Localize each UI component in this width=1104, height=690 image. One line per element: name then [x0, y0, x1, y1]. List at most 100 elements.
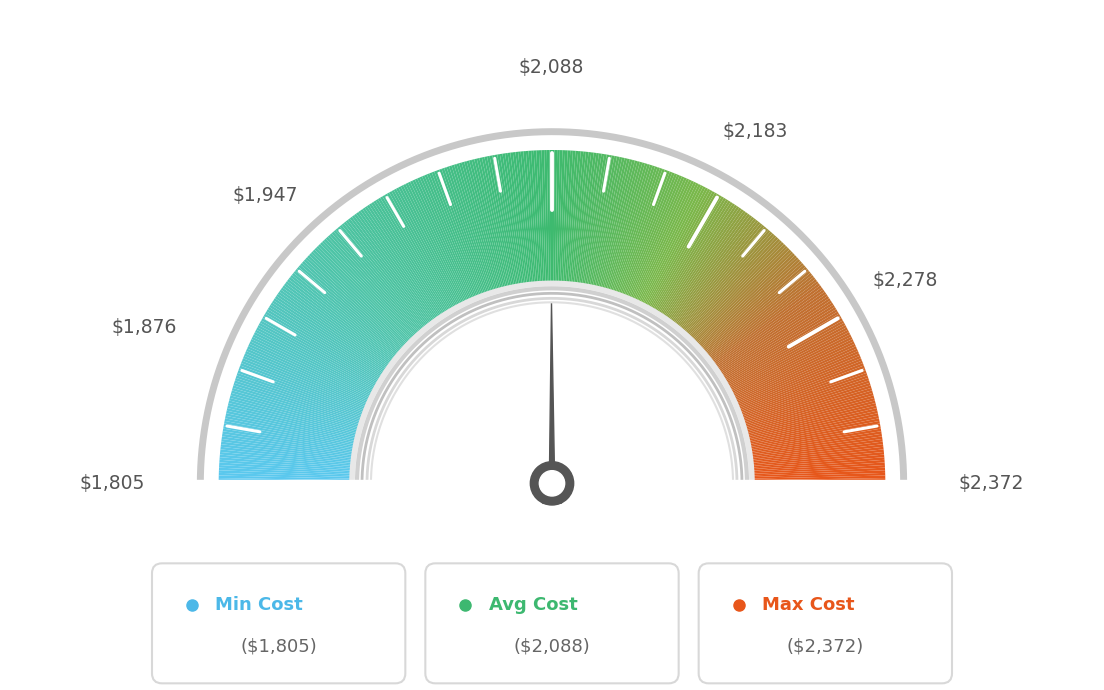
Wedge shape	[648, 191, 715, 309]
Wedge shape	[638, 183, 699, 304]
Wedge shape	[737, 361, 863, 411]
Wedge shape	[369, 204, 444, 316]
Wedge shape	[723, 311, 839, 382]
Wedge shape	[231, 391, 360, 429]
Wedge shape	[744, 393, 873, 431]
Wedge shape	[751, 442, 883, 460]
Wedge shape	[602, 161, 637, 290]
Wedge shape	[449, 166, 491, 293]
Wedge shape	[444, 167, 489, 294]
Wedge shape	[223, 428, 354, 452]
Wedge shape	[221, 444, 353, 462]
Wedge shape	[526, 151, 538, 284]
Wedge shape	[709, 277, 816, 361]
Wedge shape	[399, 186, 461, 306]
Wedge shape	[751, 444, 883, 462]
Wedge shape	[232, 388, 360, 428]
Wedge shape	[590, 156, 617, 287]
Wedge shape	[220, 449, 353, 464]
Wedge shape	[539, 150, 545, 284]
Wedge shape	[596, 158, 627, 288]
Wedge shape	[521, 151, 534, 284]
Wedge shape	[711, 281, 818, 363]
Wedge shape	[492, 155, 518, 286]
Wedge shape	[744, 388, 872, 428]
Wedge shape	[352, 215, 433, 324]
Wedge shape	[712, 283, 820, 364]
Text: $2,278: $2,278	[872, 271, 937, 290]
Wedge shape	[323, 239, 416, 337]
Wedge shape	[479, 157, 510, 288]
Wedge shape	[291, 273, 397, 358]
Wedge shape	[684, 233, 774, 335]
Wedge shape	[446, 166, 490, 294]
Wedge shape	[236, 373, 363, 419]
Wedge shape	[675, 220, 758, 326]
Wedge shape	[341, 223, 427, 328]
Wedge shape	[219, 471, 352, 477]
Wedge shape	[259, 320, 378, 387]
Wedge shape	[268, 307, 382, 379]
Wedge shape	[575, 152, 594, 285]
Wedge shape	[456, 164, 496, 292]
Wedge shape	[221, 439, 353, 458]
Wedge shape	[583, 154, 607, 286]
Wedge shape	[384, 194, 453, 310]
Wedge shape	[322, 240, 415, 339]
Wedge shape	[574, 152, 591, 285]
Wedge shape	[556, 150, 562, 284]
Text: Max Cost: Max Cost	[762, 596, 854, 614]
Wedge shape	[736, 356, 861, 408]
Wedge shape	[226, 411, 357, 441]
Wedge shape	[750, 434, 882, 455]
Wedge shape	[544, 150, 549, 284]
Wedge shape	[646, 189, 710, 307]
Wedge shape	[669, 214, 750, 322]
Wedge shape	[255, 330, 374, 393]
Wedge shape	[279, 290, 390, 368]
Wedge shape	[734, 346, 857, 402]
Wedge shape	[730, 332, 850, 394]
Wedge shape	[389, 191, 456, 309]
Wedge shape	[660, 204, 735, 316]
Wedge shape	[495, 155, 519, 286]
Wedge shape	[219, 473, 352, 479]
Wedge shape	[471, 159, 506, 289]
Wedge shape	[659, 202, 733, 315]
Wedge shape	[630, 177, 684, 299]
Wedge shape	[225, 413, 357, 443]
Wedge shape	[751, 449, 884, 464]
Wedge shape	[605, 162, 643, 291]
Wedge shape	[237, 371, 364, 417]
Wedge shape	[235, 378, 362, 422]
Wedge shape	[240, 366, 365, 414]
Wedge shape	[434, 170, 482, 296]
Wedge shape	[300, 263, 402, 353]
Wedge shape	[432, 172, 481, 297]
Wedge shape	[726, 320, 845, 387]
Wedge shape	[220, 462, 352, 473]
Wedge shape	[405, 183, 466, 304]
Wedge shape	[606, 163, 645, 291]
Wedge shape	[679, 226, 766, 331]
Wedge shape	[233, 383, 361, 424]
Wedge shape	[250, 342, 371, 400]
Wedge shape	[371, 202, 445, 315]
Text: Avg Cost: Avg Cost	[489, 596, 577, 614]
Wedge shape	[364, 206, 440, 318]
Wedge shape	[735, 348, 858, 404]
Wedge shape	[566, 151, 578, 284]
Wedge shape	[601, 160, 635, 290]
Wedge shape	[619, 170, 668, 296]
Wedge shape	[752, 462, 884, 473]
Wedge shape	[594, 157, 625, 288]
Wedge shape	[382, 195, 452, 311]
Wedge shape	[714, 288, 824, 367]
Wedge shape	[655, 198, 726, 313]
Wedge shape	[312, 250, 410, 344]
Wedge shape	[724, 314, 840, 383]
Wedge shape	[689, 240, 782, 339]
Wedge shape	[661, 205, 737, 317]
Wedge shape	[652, 195, 722, 311]
Wedge shape	[513, 152, 530, 285]
